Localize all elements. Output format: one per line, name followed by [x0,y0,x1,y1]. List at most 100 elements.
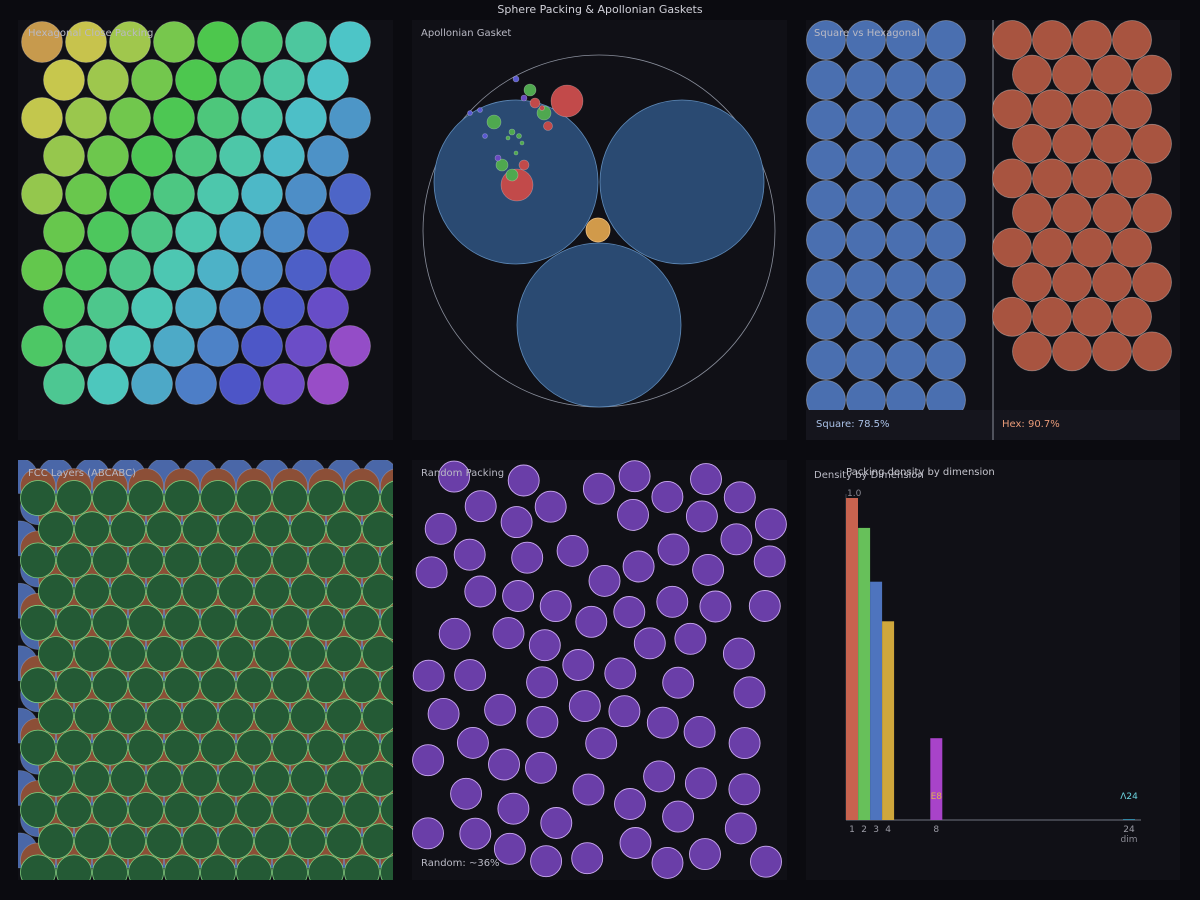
hex-circle [307,211,349,253]
fcc-layer-c-circle [164,604,200,641]
apollonian-large-circle [516,242,682,408]
apollonian-center-circle [585,217,611,243]
random-packing-panel: Random Packing Random: ~36% [412,460,787,880]
fcc-layer-c-circle [128,729,164,766]
hex-circle [219,59,261,101]
fcc-layer-c-circle [200,729,236,766]
fcc-layer-c-circle [56,542,92,579]
square-packing-circle [806,300,846,340]
random-packing-circle [453,538,486,571]
hex-packing-circle [992,296,1032,337]
random-packing-circle [750,845,782,878]
density-bar-chart: Density by Dimension Packing density by … [814,467,1141,845]
random-packing-circle [754,508,787,541]
hex-circle [131,211,173,253]
hex-circle [21,21,63,63]
fcc-layer-c-circle [308,542,344,579]
random-packing-circle [720,523,753,556]
square-packing-circle [846,20,886,60]
fcc-layer-c-circle [110,636,146,672]
fcc-layer-c-circle [164,480,200,516]
fcc-layer-c-circle [128,854,164,880]
bar-annotation: Λ24 [1120,792,1138,802]
hex-packing-circle [1032,296,1072,337]
fcc-layer-c-circle [20,667,56,704]
hex-packing-circle [1032,20,1072,60]
square-packing-circle [886,20,926,60]
square-vs-hexagonal-panel: Square vs Hexagonal Square: 78.5% Hex: 9… [806,20,1180,440]
fcc-layer-c-circle [326,636,362,672]
fcc-layer-c-circle [20,729,56,766]
fcc-layer-c-circle [164,729,200,766]
apollonian-small-circle [512,75,520,83]
fcc-layer-c-circle [74,760,110,797]
density-chart-title: Packing density by dimension [846,467,995,478]
hex-circle [175,135,217,177]
hex-circle [131,135,173,177]
fcc-layer-c-circle [146,511,182,548]
hex-packing-circle [1032,227,1072,268]
fcc-layer-c-circle [128,542,164,579]
x-tick-label: 1 [849,825,855,835]
fcc-layer-c-circle [218,636,254,672]
fcc-layer-c-circle [110,698,146,735]
fcc-layer-c-circle [92,542,128,579]
hex-packing-circle [1112,296,1152,337]
hex-circle [241,173,283,215]
fcc-layer-c-circle [380,730,393,765]
fcc-layer-c-circle [92,854,128,880]
x-axis-label: dim [1121,835,1138,845]
fcc-layer-c-circle [254,698,290,735]
hex-circle [65,325,107,367]
random-packing-circle [450,777,483,810]
fcc-layer-c-circle [308,604,344,641]
fcc-layer-c-circle [344,729,380,766]
random-packing-circle [748,590,781,622]
square-packing-circle [806,340,846,380]
square-packing-circle [806,60,846,100]
random-packing-circle [753,545,786,578]
fcc-layer-c-circle [200,604,236,641]
apollonian-small-circle [539,105,545,111]
random-packing-circle [438,460,471,493]
hex-circle [263,287,305,329]
fcc-layer-c-circle [200,667,236,704]
hex-packing-circle [1092,331,1132,372]
hex-packing-circle [1052,193,1092,233]
fcc-layer-c-circle [20,480,56,516]
fcc-layer-c-circle [236,480,272,516]
fcc-layer-c-circle [254,511,290,548]
square-packing-circle [926,300,966,340]
hex-packing-circle [1112,89,1152,130]
apollonian-gasket-plot [422,54,776,408]
random-packing-circle [662,666,695,699]
fcc-layer-c-circle [56,480,92,516]
random-packing-circle [484,693,517,726]
random-packing-circle [582,472,615,505]
hex-circle [219,287,261,329]
hex-packing-circle [1032,89,1072,130]
square-packing-circle [886,180,926,220]
hex-packing-circle [1092,193,1132,233]
square-packing-circle [806,180,846,220]
fcc-layer-c-circle [110,760,146,797]
random-packing-circle [728,773,761,806]
hex-circle [241,325,283,367]
hex-circle [241,97,283,139]
fcc-layer-c-circle [380,543,393,578]
fcc-layer-c-circle [290,698,326,735]
fcc-layer-c-circle [236,792,272,828]
fcc-layer-c-circle [272,792,308,828]
x-tick-label: 4 [885,825,891,835]
hex-circle [21,249,63,291]
fcc-layer-c-circle [272,604,308,641]
fcc-layer-c-circle [380,480,393,516]
square-density-label: Square: 78.5% [816,419,890,430]
square-vs-hexagonal-plot [806,20,1180,440]
hex-circle [263,211,305,253]
fcc-layer-c-circle [218,698,254,735]
random-packing-circle [530,845,563,878]
fcc-layer-c-circle [200,792,236,828]
square-packing-circle [886,260,926,300]
random-packing-circle [464,490,497,523]
